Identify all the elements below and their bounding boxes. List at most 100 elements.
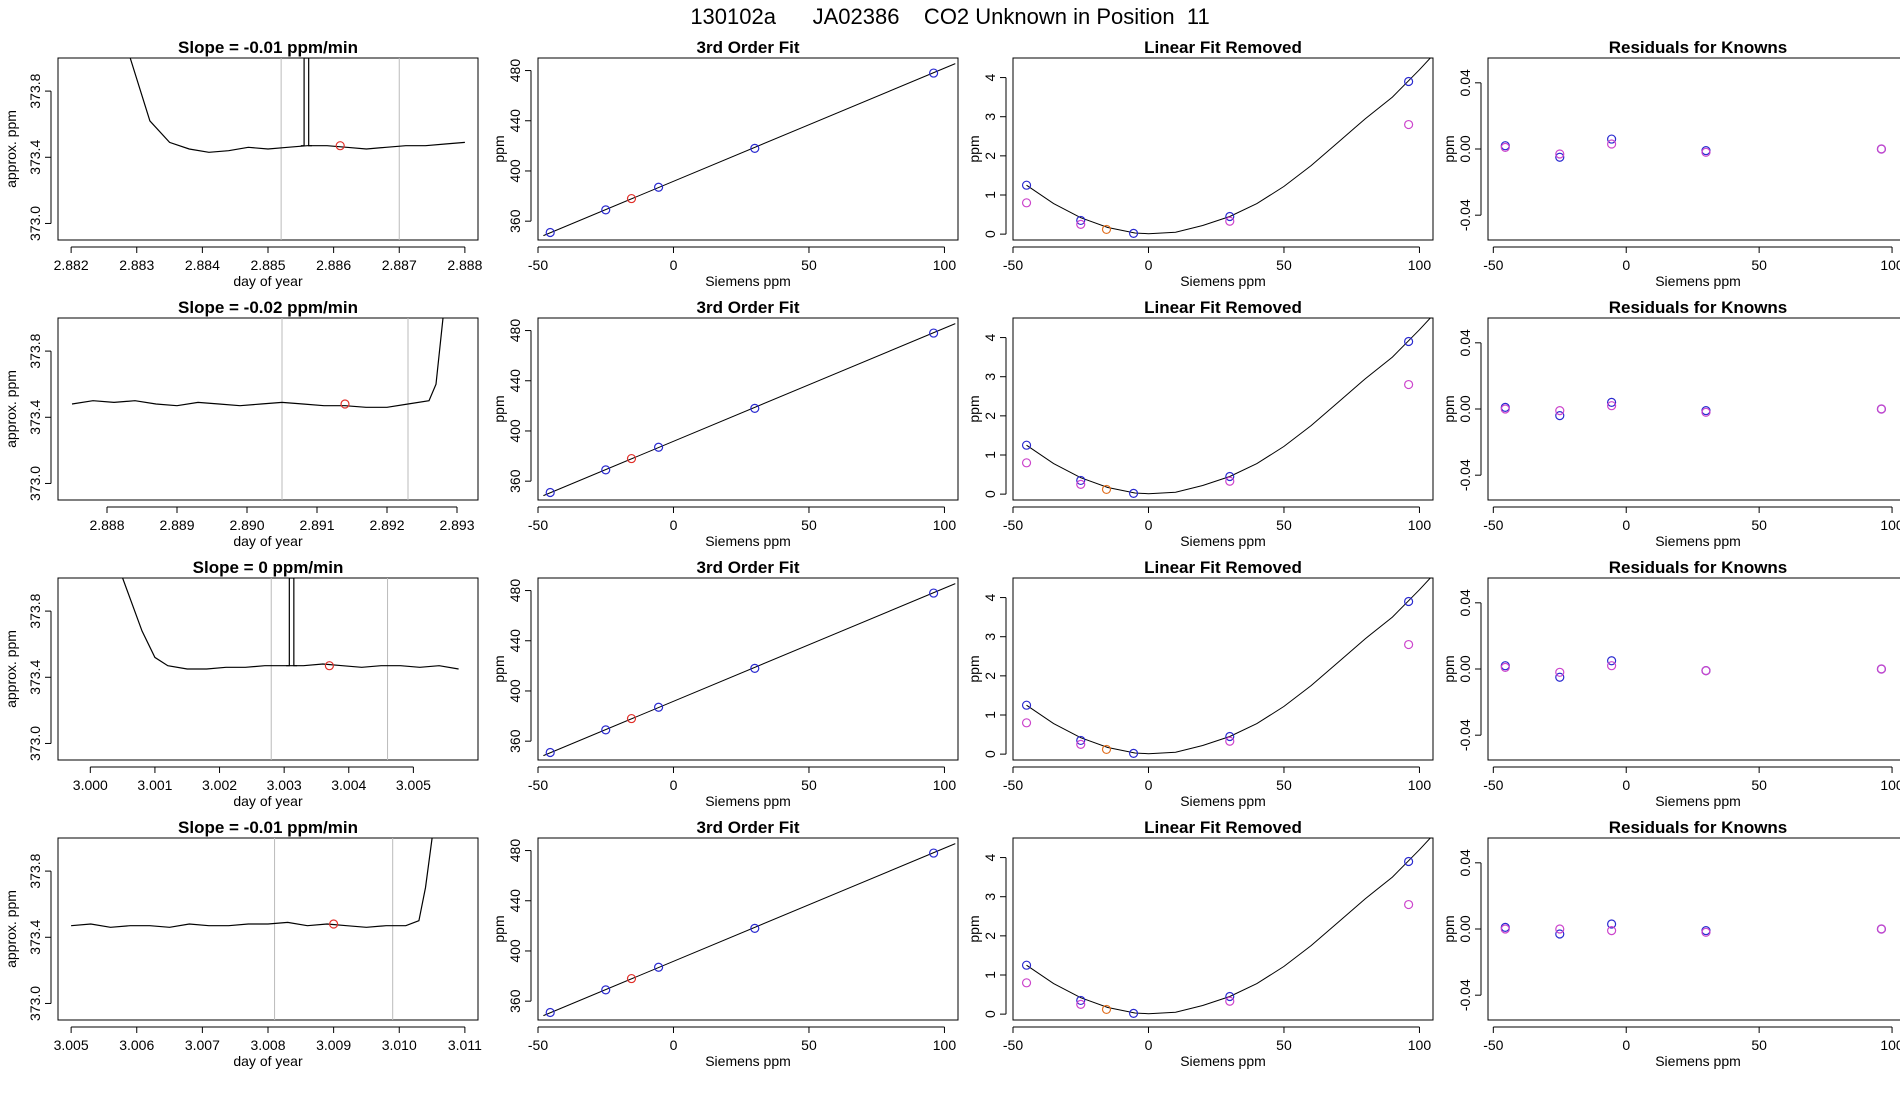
panel-fit-row-3: 3rd Order Fit -50 0 50 100 Siemens ppm 360 400 4…	[491, 558, 959, 809]
x-axis-label: Siemens ppm	[1655, 793, 1741, 809]
data-point	[1021, 180, 1032, 190]
x-tick-label: 100	[933, 1037, 957, 1053]
panel-fit-row-2: 3rd Order Fit -50 0 50 100 Siemens ppm 360 400 4…	[491, 298, 959, 549]
y-tick-label: 440	[507, 109, 523, 133]
data-point	[1500, 924, 1510, 934]
data-point	[1555, 406, 1565, 416]
plot-area	[1500, 656, 1887, 682]
x-tick-label: 50	[801, 517, 817, 533]
fit-curve	[1026, 58, 1431, 235]
plot-frame	[1012, 837, 1434, 1021]
data-point	[1701, 407, 1711, 417]
data-point	[1555, 667, 1565, 677]
trace-line	[71, 838, 433, 928]
y-tick-label: 373.8	[27, 73, 43, 108]
panel-title: Residuals for Knowns	[1609, 298, 1788, 317]
x-tick-label: 100	[1408, 1037, 1432, 1053]
data-point	[653, 182, 664, 192]
data-point	[1225, 211, 1235, 222]
x-tick-label: 50	[1751, 517, 1767, 533]
data-point	[1555, 929, 1565, 939]
x-tick-label: 3.000	[73, 777, 108, 793]
y-tick-label: 373.0	[27, 726, 43, 761]
plot-area	[1021, 578, 1431, 758]
y-axis-label: ppm	[491, 915, 507, 942]
data-point	[1607, 401, 1617, 411]
plot-area	[1021, 58, 1431, 238]
panel-resid-row-3: Residuals for Knowns -50 0 50 100 Siemens ppm…	[1441, 558, 1900, 809]
data-point	[929, 588, 939, 598]
y-tick-label: -0.04	[1457, 979, 1473, 1011]
x-axis-label: Siemens ppm	[1180, 1053, 1266, 1069]
y-tick-label: 4	[982, 593, 998, 601]
data-point	[1021, 700, 1032, 710]
panel-resid-row-2: Residuals for Knowns -50 0 50 100 Siemens ppm…	[1441, 298, 1900, 549]
data-point	[1607, 919, 1617, 929]
y-axis-label: approx. ppm	[3, 370, 19, 448]
panel-title: Linear Fit Removed	[1144, 298, 1302, 317]
plot-area	[71, 318, 444, 500]
data-point	[1101, 484, 1112, 495]
data-point	[1128, 748, 1139, 758]
panel-title: 3rd Order Fit	[697, 298, 800, 317]
y-axis-label: approx. ppm	[3, 890, 19, 968]
data-point	[626, 193, 637, 204]
plot-frame	[57, 837, 479, 1021]
x-tick-label: -50	[528, 1037, 548, 1053]
panel-title: Linear Fit Removed	[1144, 818, 1302, 837]
panel-trace-row-1: Slope = -0.01 ppm/min 2.882 2.883 2.884 2.88…	[3, 38, 483, 289]
plot-frame	[537, 837, 959, 1021]
y-tick-label: -0.04	[1457, 459, 1473, 491]
panel-title: Slope = 0 ppm/min	[193, 558, 344, 577]
x-tick-label: 50	[1751, 777, 1767, 793]
x-tick-label: 100	[933, 517, 957, 533]
plot-frame	[1487, 317, 1900, 501]
data-point	[1607, 397, 1617, 407]
y-tick-label: 360	[507, 729, 523, 753]
panel-linear-row-3: Linear Fit Removed -50 0 50 100 Siemens ppm 0 1…	[966, 558, 1434, 809]
y-tick-label: 0.04	[1457, 589, 1473, 616]
panel-resid-row-4: Residuals for Knowns -50 0 50 100 Siemens ppm…	[1441, 818, 1900, 1069]
y-axis-label: ppm	[491, 135, 507, 162]
y-tick-label: -0.04	[1457, 199, 1473, 231]
y-tick-label: 0.00	[1457, 135, 1473, 162]
x-tick-label: -50	[528, 257, 548, 273]
data-point	[653, 702, 664, 712]
data-point	[1021, 198, 1032, 208]
data-point	[1101, 1004, 1112, 1015]
panel-title: Residuals for Knowns	[1609, 818, 1788, 837]
plot-frame	[57, 317, 479, 501]
page-title: 130102a JA02386 CO2 Unknown in Position …	[690, 4, 1209, 29]
plot-frame	[1487, 577, 1900, 761]
y-tick-label: 373.8	[27, 333, 43, 368]
data-point	[1225, 991, 1235, 1002]
y-axis-label: approx. ppm	[3, 110, 19, 188]
y-tick-label: 4	[982, 333, 998, 341]
data-point	[1607, 656, 1617, 666]
data-point	[1555, 411, 1565, 421]
data-point	[1404, 639, 1414, 650]
x-tick-label: 3.005	[54, 1037, 89, 1053]
x-tick-label: 2.885	[250, 257, 285, 273]
x-tick-label: -50	[528, 517, 548, 533]
data-point	[1607, 134, 1617, 144]
y-tick-label: 480	[507, 839, 523, 863]
data-point	[1555, 149, 1565, 159]
data-point	[626, 453, 637, 464]
x-axis-label: Siemens ppm	[1180, 793, 1266, 809]
x-tick-label: 50	[1276, 777, 1292, 793]
y-axis-label: ppm	[1441, 135, 1457, 162]
data-point	[1404, 379, 1414, 390]
panel-resid-row-1: Residuals for Knowns -50 0 50 100 Siemens ppm…	[1441, 38, 1900, 289]
fit-line	[543, 583, 956, 757]
y-tick-label: 373.0	[27, 206, 43, 241]
trace-spike	[286, 578, 298, 667]
y-axis-label: ppm	[966, 655, 982, 682]
y-tick-label: 4	[982, 853, 998, 861]
x-axis-label: Siemens ppm	[1655, 1053, 1741, 1069]
data-point	[1021, 458, 1032, 468]
y-tick-label: 440	[507, 629, 523, 653]
y-tick-label: 3	[982, 373, 998, 381]
